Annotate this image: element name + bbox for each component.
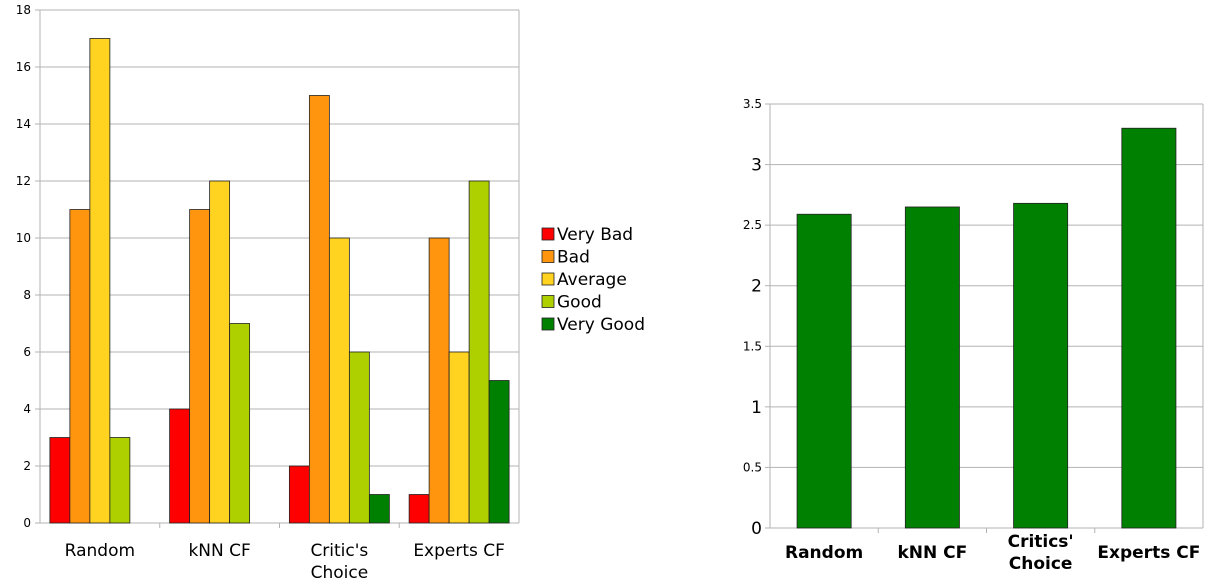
right-ytick-label: 2	[751, 277, 762, 297]
right-ytick-label: 3	[751, 156, 762, 176]
left-bar-experts-cf-very-good	[488, 380, 510, 524]
left-bar-critic-s-choice-bad	[308, 95, 330, 524]
legend-swatch-good	[541, 295, 555, 308]
left-category-label: Experts CF	[413, 541, 505, 561]
left-chart-rating-distribution: 0 2 4 6 8 10 12 14 16 18 Random kNN CF Critic's Choic…	[16, 3, 645, 583]
left-bar-random-average	[89, 38, 111, 524]
legend-label-very-good: Very Good	[557, 315, 645, 335]
left-ytick-label: 4	[23, 402, 31, 416]
left-bar-random-very-bad	[49, 437, 71, 524]
legend-label-good: Good	[557, 293, 602, 313]
left-bar-experts-cf-good	[468, 180, 490, 524]
right-bar-knn-cf	[904, 206, 960, 529]
right-ytick-label: 0	[751, 519, 762, 539]
left-bar-random-good	[109, 437, 131, 524]
right-ytick-label: 0.5	[743, 460, 762, 474]
right-category-label: Critics' Choice	[1008, 532, 1074, 574]
left-bar-knn-cf-bad	[189, 209, 211, 524]
left-category-label: kNN CF	[188, 541, 250, 561]
legend-swatch-bad	[541, 250, 555, 263]
left-bar-knn-cf-very-bad	[169, 408, 191, 524]
left-bar-experts-cf-average	[448, 351, 470, 524]
left-bar-knn-cf-average	[209, 180, 231, 524]
right-chart-average-rating: 0 0.5 1 1.5 2 2.5 3 3.5 Random kNN CF Critics' Choi…	[743, 97, 1204, 574]
left-ytick-label: 12	[16, 174, 31, 188]
left-ytick-label: 6	[23, 345, 31, 359]
right-ytick-label: 2.5	[743, 218, 762, 232]
left-bar-experts-cf-very-bad	[408, 494, 430, 524]
right-ytick-label: 3.5	[743, 97, 762, 111]
left-bar-experts-cf-bad	[428, 237, 450, 524]
right-category-label: Random	[785, 543, 863, 563]
right-category-label: kNN CF	[897, 543, 967, 563]
right-ytick-label: 1.5	[743, 339, 762, 353]
left-ytick-label: 10	[16, 231, 31, 245]
left-bar-knn-cf-good	[229, 323, 251, 524]
left-bar-critic-s-choice-average	[328, 237, 350, 524]
left-ytick-label: 2	[23, 459, 31, 473]
legend-label-average: Average	[557, 270, 627, 290]
right-ytick-label: 1	[751, 398, 762, 418]
left-bar-critic-s-choice-very-bad	[288, 465, 310, 524]
legend-label-bad: Bad	[557, 248, 590, 268]
left-category-label: Random	[65, 541, 135, 561]
left-ytick-label: 18	[16, 3, 31, 17]
left-ytick-label: 8	[23, 288, 31, 302]
right-bar-experts-cf	[1121, 127, 1177, 529]
right-bar-critics-choice	[1013, 202, 1069, 529]
left-ytick-label: 0	[23, 516, 31, 530]
left-ytick-label: 16	[16, 60, 31, 74]
legend-swatch-very-good	[541, 317, 555, 331]
left-category-label: Critic's Choice	[310, 541, 368, 583]
left-bar-critic-s-choice-good	[348, 351, 370, 524]
left-ytick-label: 14	[16, 117, 31, 131]
legend-swatch-very-bad	[541, 227, 555, 241]
left-bar-random-bad	[69, 209, 91, 524]
left-bar-critic-s-choice-very-good	[368, 494, 390, 524]
legend-label-very-bad: Very Bad	[557, 225, 633, 245]
right-bar-random	[796, 213, 852, 529]
legend-swatch-average	[541, 272, 555, 286]
right-category-label: Experts CF	[1097, 543, 1200, 563]
